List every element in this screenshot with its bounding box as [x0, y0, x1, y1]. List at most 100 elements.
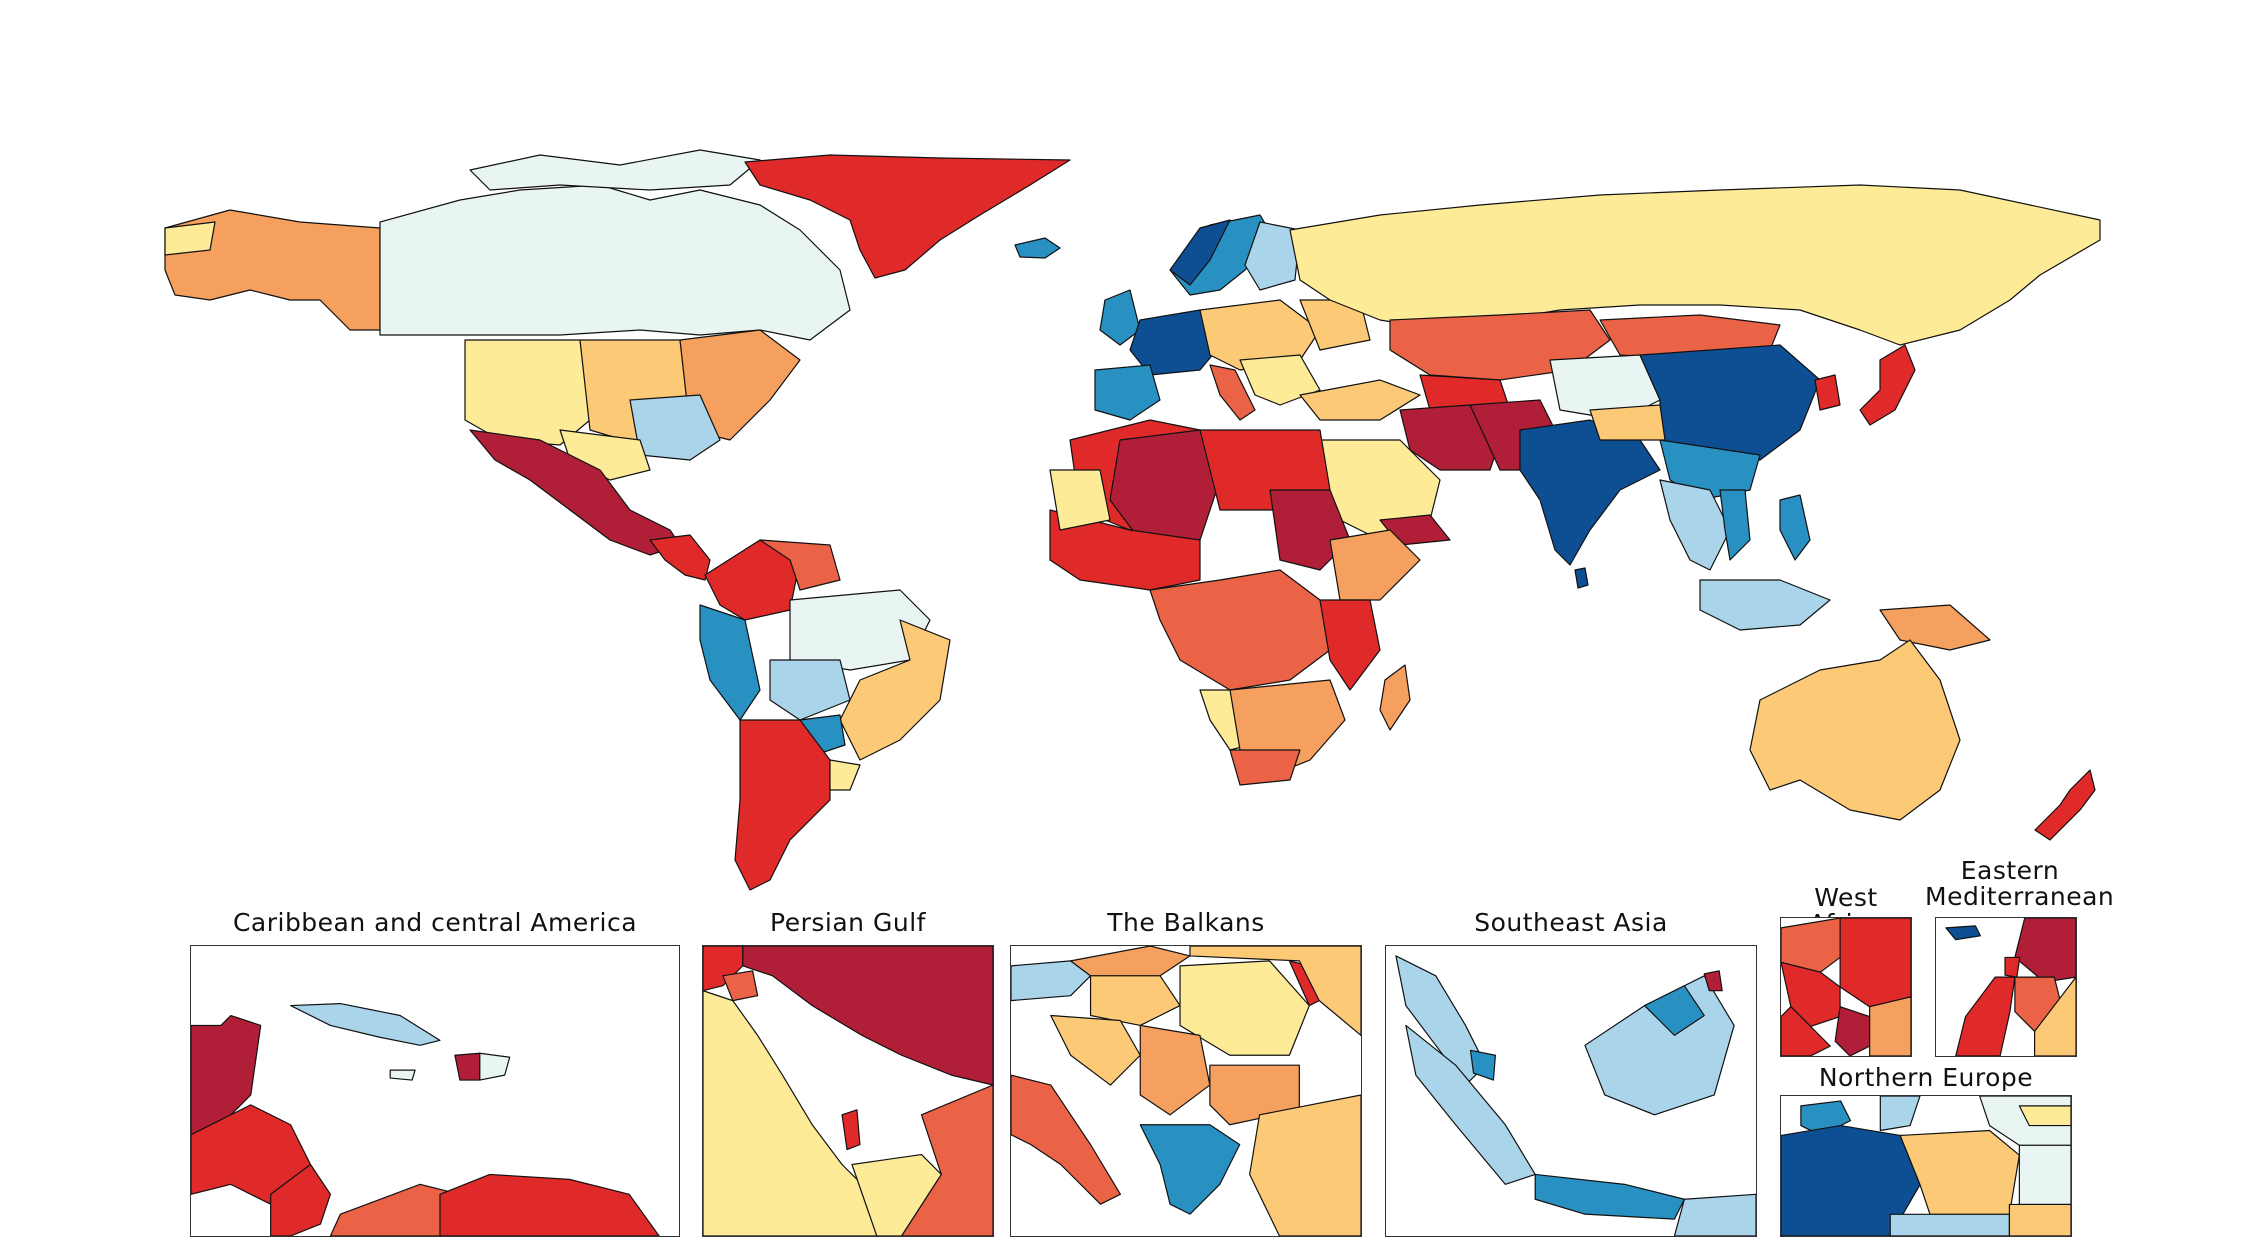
region-central-africa	[1149, 569, 1331, 691]
region-south-africa	[1229, 749, 1301, 786]
region-italy-inset	[1011, 1074, 1121, 1205]
inset-eastern-med	[1935, 917, 2077, 1057]
inset-title-northern-europe: Northern Europe	[1818, 1063, 2034, 1092]
region-iberia	[1094, 364, 1161, 421]
region-italy	[1209, 364, 1256, 421]
region-borneo-north-inset	[1644, 985, 1705, 1036]
inset-southeast-asia	[1385, 945, 1757, 1237]
region-dominican-inset	[479, 1052, 511, 1081]
region-liberia-inset	[1834, 1006, 1871, 1056]
region-norway	[1169, 219, 1231, 286]
inset-caribbean	[190, 945, 680, 1237]
world-map	[164, 149, 2101, 891]
region-iran-inset	[742, 946, 993, 1086]
region-iceland	[1014, 237, 1061, 259]
region-saudi-inset	[703, 990, 878, 1236]
region-java-inset	[1534, 1173, 1685, 1220]
region-central-inset	[270, 1163, 332, 1236]
region-oman-inset	[901, 1084, 993, 1236]
region-madagascar	[1379, 664, 1411, 731]
region-brunei-inset	[1703, 970, 1723, 992]
region-uk-ireland	[1099, 289, 1141, 346]
inset-northern-europe	[1780, 1095, 2072, 1237]
region-indonesia	[1699, 579, 1831, 631]
region-kuwait-inset	[722, 970, 759, 1002]
inset-title-persian-gulf: Persian Gulf	[770, 908, 926, 937]
region-greenland	[744, 154, 1071, 279]
region-ukraine-ne-inset	[2008, 1203, 2071, 1236]
region-turkey	[1299, 379, 1421, 421]
region-romania-inset	[1179, 960, 1310, 1056]
region-australia	[1749, 639, 1961, 821]
region-brazil-east	[839, 619, 951, 761]
region-cuba-inset	[289, 1003, 441, 1046]
region-greece-inset	[1139, 1124, 1241, 1215]
region-india	[1519, 419, 1661, 566]
region-mauritania	[1049, 469, 1111, 531]
region-mali-inset	[1839, 918, 1911, 1008]
region-alaska-west	[164, 221, 216, 256]
region-poland-inset	[1899, 1129, 2020, 1215]
region-balkans	[1239, 354, 1321, 406]
region-sumatra-inset	[1405, 1024, 1536, 1185]
region-java-east-inset	[1673, 1193, 1756, 1236]
region-bolivia	[769, 659, 851, 721]
inset-title-caribbean: Caribbean and central America	[232, 908, 638, 937]
region-central-america	[649, 534, 711, 581]
region-jamaica-inset	[389, 1069, 416, 1081]
region-new-guinea	[1879, 604, 1991, 651]
region-japan	[1859, 344, 1916, 426]
region-canada-islands	[469, 149, 761, 191]
region-hungary-inset	[1089, 975, 1181, 1027]
region-finland	[1244, 221, 1301, 291]
region-serbia-inset	[1139, 1024, 1211, 1116]
region-borneo-inset	[1584, 975, 1735, 1116]
region-austria-inset	[1011, 960, 1092, 1002]
region-syria-inset	[2014, 918, 2076, 983]
inset-title-eastern-med: Eastern Mediterranean	[1925, 858, 2115, 911]
region-belarus-inset	[2018, 1144, 2071, 1206]
region-tibet	[1589, 404, 1666, 441]
region-qatar-inset	[841, 1109, 861, 1151]
region-venezuela-inset	[439, 1173, 660, 1236]
region-sweden-inset	[1879, 1096, 1921, 1132]
region-horn-of-africa	[1329, 529, 1421, 601]
region-turkey-inset	[1249, 1094, 1361, 1236]
region-vietnam	[1719, 489, 1751, 561]
inset-title-balkans: The Balkans	[1107, 908, 1265, 937]
inset-persian-gulf	[702, 945, 994, 1237]
region-alaska	[164, 209, 381, 331]
region-ivory-inset	[1869, 996, 1911, 1056]
region-sri-lanka	[1574, 567, 1589, 589]
region-lebanon-inset	[2004, 956, 2021, 978]
region-senegal-inset	[1781, 918, 1841, 973]
region-sierra-inset	[1781, 1006, 1831, 1056]
region-korea	[1814, 374, 1841, 411]
region-venezuela	[759, 539, 841, 591]
inset-title-southeast-asia: Southeast Asia	[1474, 908, 1668, 937]
region-cyprus-inset	[1945, 925, 1981, 941]
region-israel-inset	[1955, 976, 2016, 1056]
inset-balkans	[1010, 945, 1362, 1237]
inset-title-eastern-med-line2: Mediterranean	[1925, 882, 2115, 911]
region-singapore-inset	[1469, 1049, 1497, 1081]
region-croatia-inset	[1050, 1014, 1141, 1086]
region-canada	[379, 184, 851, 341]
region-uruguay	[829, 759, 861, 791]
region-philippines	[1779, 494, 1811, 561]
region-estonia-inset	[2018, 1105, 2071, 1127]
region-ukraine-inset	[1189, 946, 1361, 1036]
region-ecuador-peru	[699, 604, 761, 721]
region-west-africa	[1049, 509, 1201, 591]
region-slovakia-inset	[1070, 946, 1191, 977]
inset-west-africa	[1780, 917, 1912, 1057]
region-east-africa	[1319, 599, 1381, 691]
region-saudi-em-inset	[2034, 976, 2076, 1056]
region-czech-inset	[1889, 1213, 2011, 1236]
region-haiti-inset	[454, 1052, 481, 1081]
region-mainland-sea	[1659, 479, 1731, 571]
region-argentina-chile	[734, 719, 831, 891]
region-new-zealand	[2034, 769, 2096, 841]
region-usa-west	[464, 339, 591, 446]
